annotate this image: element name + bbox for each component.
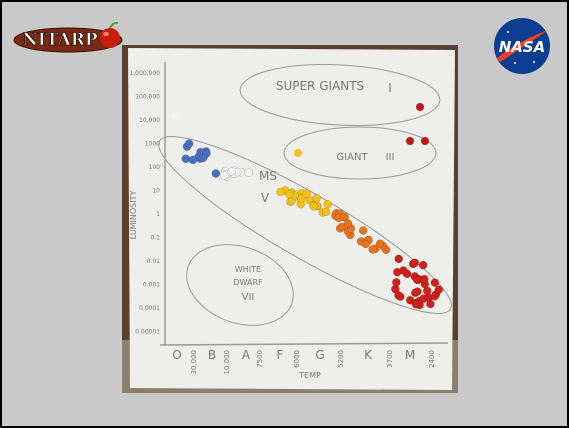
star-dot [344, 220, 352, 228]
region-label: V [261, 191, 270, 205]
temp-tick: 2400 [428, 350, 436, 368]
luminosity-tick: 10,000 [139, 117, 160, 124]
star-dot [421, 137, 429, 145]
star-dot [376, 240, 384, 248]
temp-tick: 3700 [386, 350, 394, 368]
star-dot [369, 245, 377, 253]
star-dot [419, 261, 427, 269]
star-dot [406, 137, 414, 145]
star-dot [182, 155, 190, 163]
luminosity-tick: 10 [152, 188, 160, 195]
region-label: WHITE [235, 265, 261, 274]
luminosity-tick: 100,000 [135, 94, 160, 101]
region-label: MS [259, 169, 277, 183]
luminosity-tick: 0.001 [143, 282, 160, 289]
luminosity-tick: 1000 [145, 141, 160, 148]
star-dot [416, 103, 424, 111]
star-dot [412, 300, 420, 308]
star-dot [392, 278, 400, 286]
nasa-logo: NASA [494, 18, 550, 74]
temp-label: TEMP [298, 371, 321, 380]
region-label: GIANT [336, 152, 368, 163]
region-label: III [386, 152, 395, 163]
star-dot [303, 190, 311, 198]
region-label: SUPER GIANTS [276, 79, 364, 93]
star-dot [228, 167, 236, 175]
star-dot [359, 227, 367, 235]
star-dot [172, 112, 180, 120]
luminosity-label: LUMINOSITY [129, 191, 138, 240]
luminosity-tick: 0.01 [147, 258, 161, 265]
nasa-text: NASA [499, 38, 546, 56]
temp-tick: 10,000 [223, 350, 231, 375]
star-dot [313, 194, 321, 202]
slide: NITARP NASA 1,000,000100,00010,000100010… [0, 0, 569, 428]
spectral-class: M [405, 348, 415, 362]
star-dot [185, 140, 193, 148]
star-dot [245, 169, 253, 177]
region-label: I [388, 81, 392, 95]
star-dot [431, 292, 439, 300]
star-dot [396, 293, 404, 301]
star-dot [393, 268, 401, 276]
luminosity-tick: 0.1 [150, 235, 160, 242]
luminosity-tick: 0.0001 [139, 305, 160, 312]
spectral-class: F [277, 348, 284, 362]
star-dot [340, 213, 348, 221]
star-dot [189, 156, 197, 164]
region-label: DWARF [233, 278, 263, 287]
star-dot [220, 172, 228, 180]
star-dot [276, 188, 284, 196]
luminosity-tick: 1 [156, 211, 160, 218]
spectral-class: B [208, 348, 216, 362]
nitarp-text: NITARP [22, 30, 98, 50]
star-dot [212, 169, 220, 177]
photo [122, 45, 466, 393]
star-dot [411, 259, 419, 267]
temp-tick: 6000 [293, 350, 301, 368]
star-dot [413, 288, 421, 296]
star-dot [431, 279, 439, 287]
star-dot [395, 255, 403, 263]
temp-tick: 7500 [256, 350, 264, 368]
temp-tick: 30,000 [190, 350, 198, 375]
luminosity-tick: 0.00001 [135, 329, 160, 336]
luminosity-tick: 1,000,000 [129, 70, 160, 77]
star-dot [310, 202, 318, 210]
temp-tick: 5200 [337, 350, 345, 368]
star-dot [199, 154, 207, 162]
star-dot [294, 149, 302, 157]
spectral-class: K [364, 348, 373, 362]
star-dot [362, 240, 370, 248]
spectral-class: O [172, 348, 181, 362]
luminosity-tick: 100 [149, 164, 161, 171]
star-dot [414, 276, 422, 284]
region-label: VII [242, 292, 255, 303]
star-dot [322, 208, 330, 216]
star-dot [324, 200, 332, 208]
star-dot [285, 190, 293, 198]
spectral-class: G [315, 348, 324, 362]
spectral-class: A [242, 348, 251, 362]
